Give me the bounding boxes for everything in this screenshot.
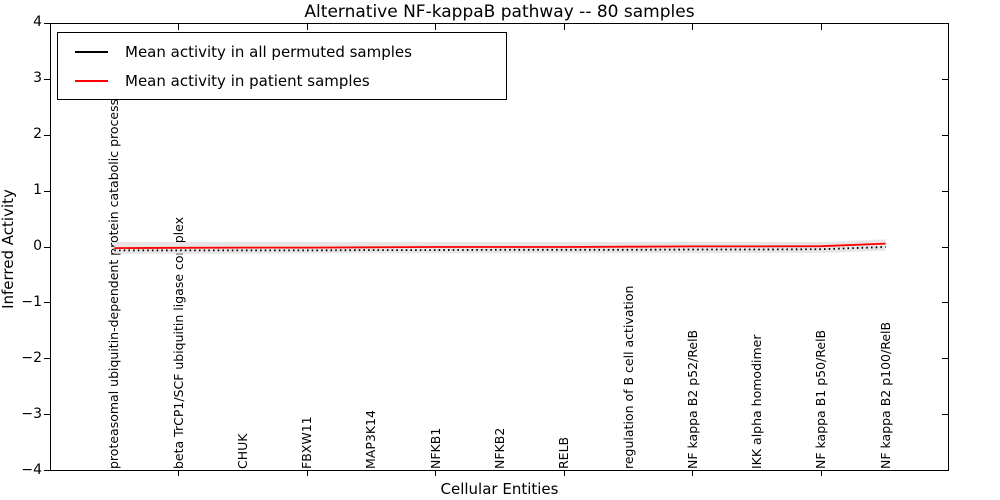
legend-label: Mean activity in patient samples: [125, 71, 370, 90]
legend-line-sample-red: [75, 79, 108, 82]
legend: Mean activity in all permuted samples Me…: [57, 32, 507, 100]
x-tick-label: FBXW11: [299, 416, 315, 469]
x-tick-mark-top: [435, 24, 437, 30]
x-tick-mark-top: [178, 24, 180, 30]
x-tick-label: regulation of B cell activation: [620, 285, 636, 469]
x-tick-label: beta TrCP1/SCF ubiquitin ligase complex: [170, 217, 186, 469]
x-tick-label: NFKB1: [427, 427, 443, 469]
y-tick-label: −3: [21, 405, 42, 422]
x-tick-mark-top: [563, 24, 565, 30]
y-tick-label: 1: [33, 182, 42, 199]
x-tick-label: MAP3K14: [363, 410, 379, 469]
x-tick-label: IKK alpha homodimer: [749, 334, 765, 470]
y-tick-mark-right: [942, 358, 948, 360]
y-tick-mark-left: [44, 78, 50, 80]
y-tick-mark-left: [44, 302, 50, 304]
y-tick-label: 2: [33, 126, 42, 143]
y-tick-mark-right: [942, 302, 948, 304]
x-tick-mark-top: [692, 24, 694, 30]
x-tick-mark-top: [306, 24, 308, 30]
y-tick-mark-right: [942, 414, 948, 416]
x-tick-mark-bottom: [692, 471, 694, 476]
legend-item-patient: Mean activity in patient samples: [58, 68, 506, 94]
x-axis-label: Cellular Entities: [440, 480, 559, 498]
y-tick-mark-right: [942, 190, 948, 192]
y-tick-label: −4: [21, 461, 42, 478]
x-tick-label: NF kappa B2 p52/RelB: [684, 329, 700, 469]
y-tick-mark-left: [44, 414, 50, 416]
chart-title: Alternative NF-kappaB pathway -- 80 samp…: [304, 2, 695, 22]
y-tick-mark-right: [942, 246, 948, 248]
y-tick-mark-left: [44, 134, 50, 136]
legend-item-permuted: Mean activity in all permuted samples: [58, 39, 506, 65]
legend-label: Mean activity in all permuted samples: [125, 42, 412, 61]
x-tick-label: NF kappa B2 p100/RelB: [877, 321, 893, 469]
y-tick-mark-left: [44, 470, 50, 472]
y-tick-label: −2: [21, 349, 42, 366]
x-tick-mark-bottom: [306, 471, 308, 476]
x-tick-label: RELB: [556, 436, 572, 469]
y-tick-label: 0: [33, 238, 42, 254]
y-tick-label: 4: [33, 14, 42, 31]
y-tick-label: −1: [21, 293, 42, 310]
y-tick-mark-left: [44, 22, 50, 24]
x-tick-mark-top: [820, 24, 822, 30]
y-tick-mark-left: [44, 358, 50, 360]
legend-line-sample-black: [75, 50, 108, 53]
x-tick-label: CHUK: [234, 433, 250, 469]
x-tick-label: NF kappa B1 p50/RelB: [813, 329, 829, 469]
y-tick-mark-right: [942, 78, 948, 80]
y-tick-mark-left: [44, 246, 50, 248]
x-tick-mark-bottom: [563, 471, 565, 476]
x-tick-mark-bottom: [820, 471, 822, 476]
y-tick-label: 3: [33, 70, 42, 87]
y-tick-mark-left: [44, 190, 50, 192]
x-tick-mark-bottom: [178, 471, 180, 476]
y-tick-mark-right: [942, 134, 948, 136]
x-tick-label: proteasomal ubiquitin-dependent protein …: [106, 98, 122, 469]
x-tick-label: NFKB2: [491, 427, 507, 469]
x-tick-mark-bottom: [435, 471, 437, 476]
